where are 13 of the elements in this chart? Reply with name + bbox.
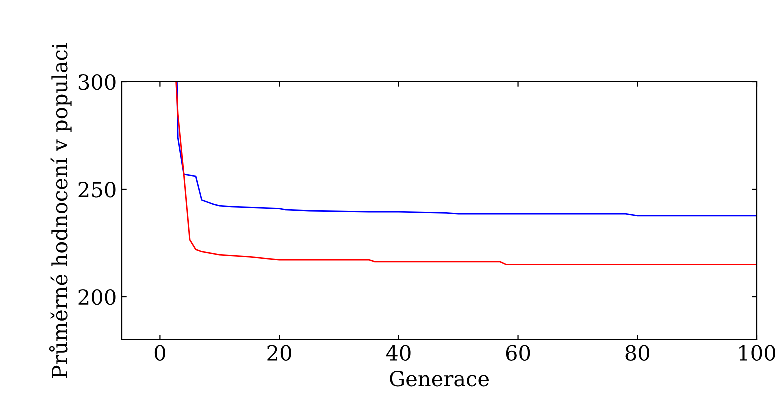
- y-tick-label: 200: [78, 289, 116, 306]
- x-tick-label: 100: [740, 345, 776, 361]
- line-series: [176, 82, 757, 266]
- x-tick-label: 20: [268, 345, 292, 361]
- y-tick-label: 300: [78, 74, 116, 90]
- y-tick-label: 250: [78, 182, 116, 198]
- x-tick-label: 80: [626, 345, 650, 361]
- y-axis-title: Průměrné hodnocení v populaci: [49, 43, 72, 378]
- x-axis-title: Generace: [390, 370, 490, 387]
- x-tick-label: 0: [154, 345, 166, 361]
- x-tick-label: 60: [506, 345, 530, 361]
- line-series: [176, 82, 757, 217]
- x-tick-label: 40: [386, 345, 411, 361]
